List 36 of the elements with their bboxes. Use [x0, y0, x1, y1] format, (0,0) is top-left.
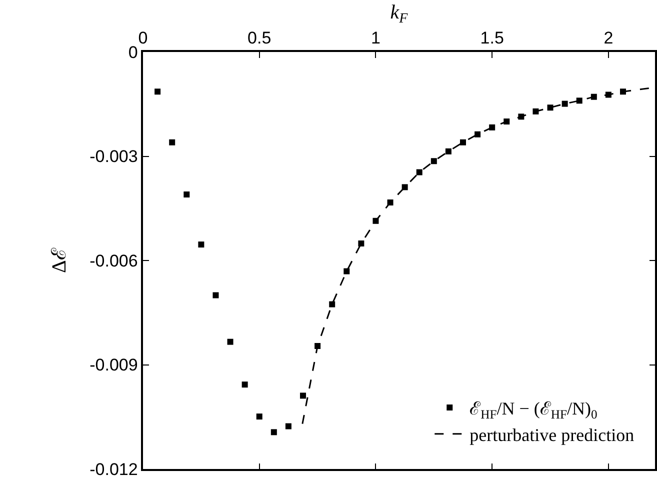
point: [169, 139, 176, 146]
point: [300, 392, 306, 399]
legend-label: perturbative prediction: [470, 424, 634, 445]
point: [547, 104, 554, 111]
point: [445, 148, 452, 154]
x-tick-label: 1: [370, 28, 380, 48]
point: [242, 382, 248, 388]
point: [256, 414, 262, 420]
x-tick-label: 2: [604, 28, 614, 48]
point: [430, 158, 437, 164]
point: [562, 100, 568, 107]
point: [416, 169, 422, 176]
point: [344, 268, 350, 274]
x-axis-title: k$_{F}$: [390, 1, 408, 27]
point: [198, 242, 204, 248]
point: [329, 301, 336, 308]
point: [460, 139, 466, 146]
point: [154, 88, 161, 95]
point: [270, 429, 277, 436]
point: [184, 191, 190, 198]
point: [212, 292, 219, 298]
legend-label: ℰ$_{HF}$/N − (ℰ$_{HF}$/N)$_{0}$: [470, 398, 598, 422]
x-tick-label: 0.5: [248, 28, 272, 48]
point: [576, 98, 582, 104]
point: [358, 240, 364, 246]
point: [285, 423, 292, 430]
point: [474, 131, 481, 138]
y-tick-label: 0: [128, 42, 138, 62]
y-tick-label: -0.012: [90, 460, 138, 479]
y-tick-label: -0.006: [90, 251, 138, 270]
y-tick-label: -0.003: [90, 147, 138, 166]
y-tick-label: -0.009: [90, 356, 138, 375]
point: [227, 338, 234, 345]
y-axis-title: Δℰ: [48, 247, 71, 273]
point: [402, 184, 408, 190]
x-tick-label: 1.5: [480, 28, 504, 48]
